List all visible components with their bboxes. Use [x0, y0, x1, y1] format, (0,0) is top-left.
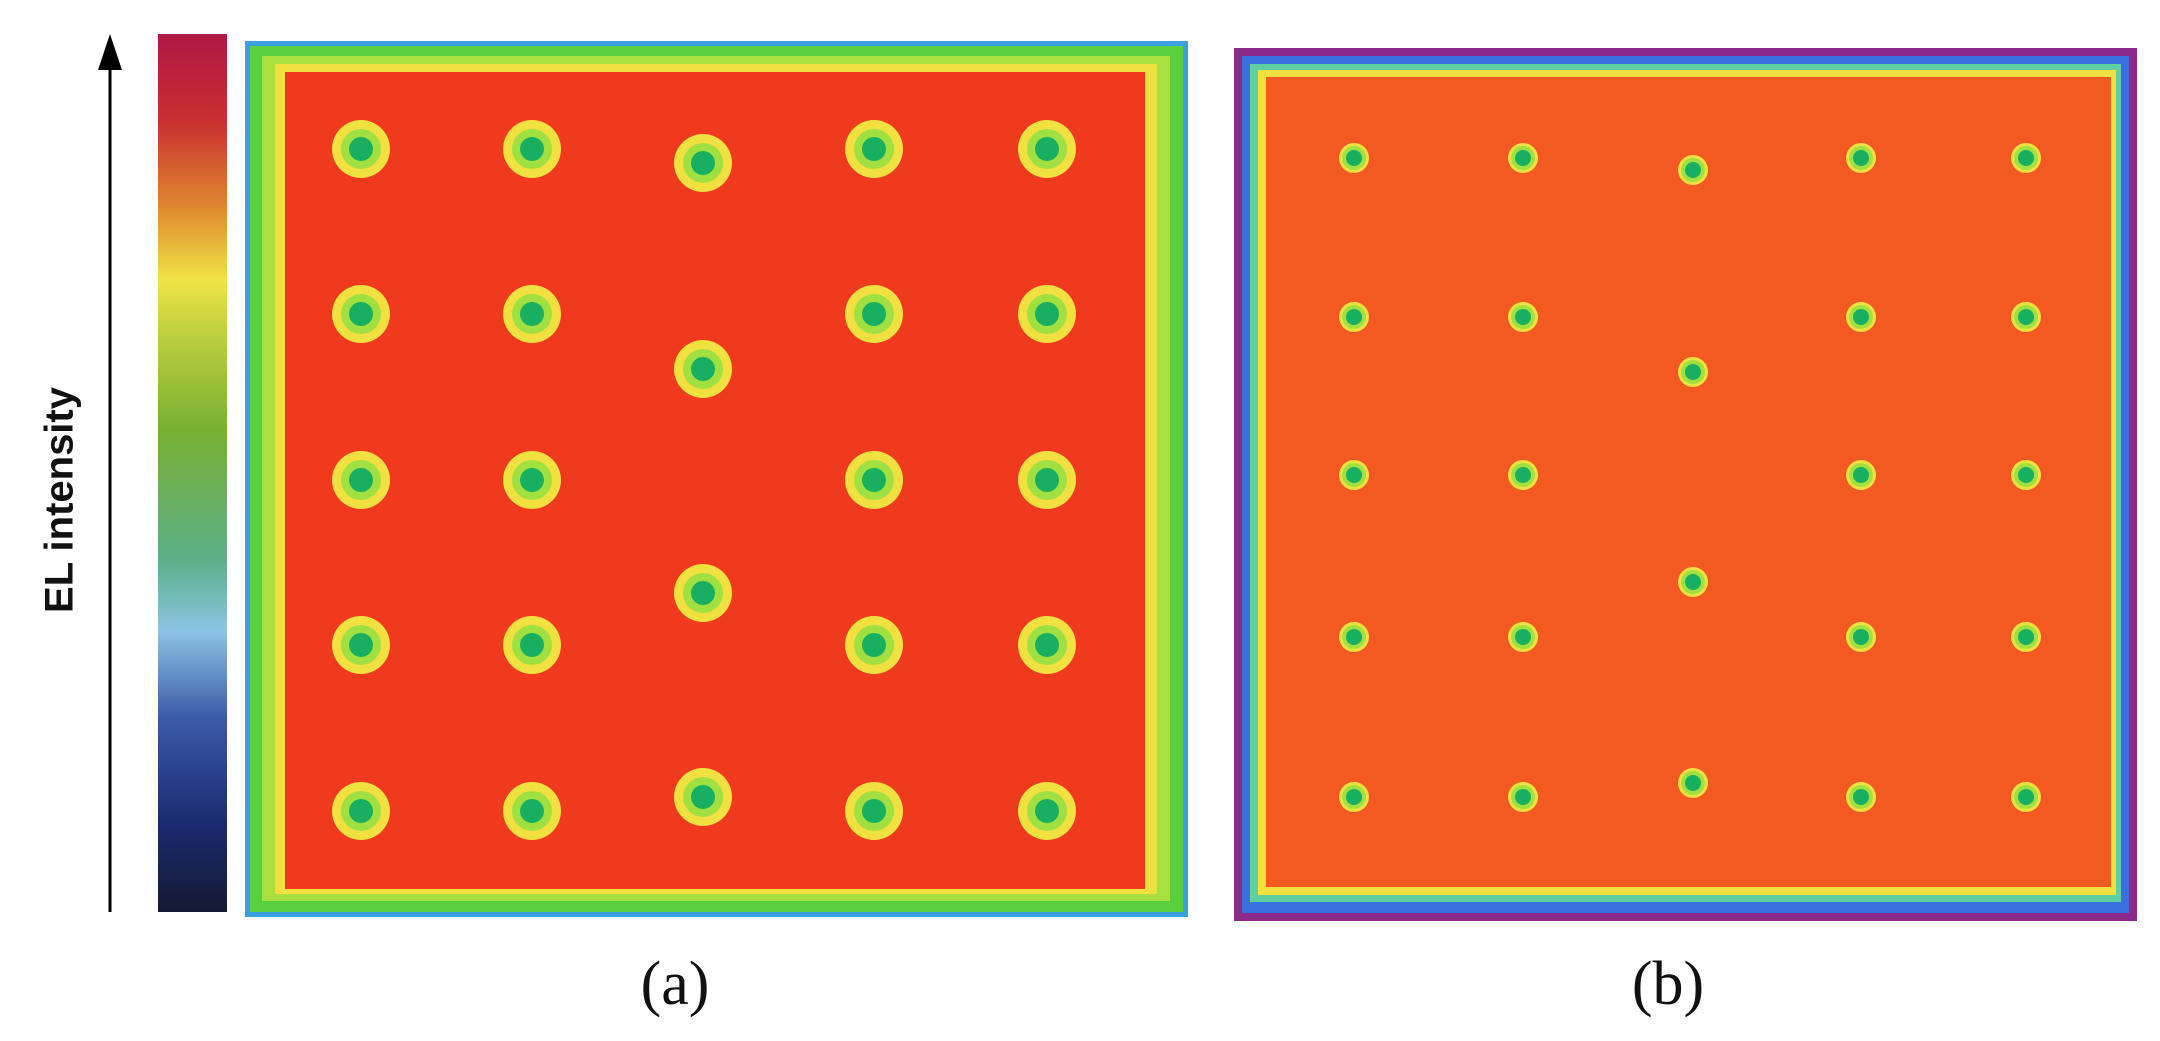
spot: [1853, 150, 1869, 166]
spot: [862, 799, 886, 823]
spot: [1853, 309, 1869, 325]
spot: [520, 633, 544, 657]
spot: [691, 151, 715, 175]
spot: [1685, 775, 1701, 791]
colorbar-label: EL intensity: [38, 386, 82, 613]
spot: [1346, 150, 1362, 166]
spot: [691, 785, 715, 809]
spot: [1346, 629, 1362, 645]
spot: [2018, 309, 2034, 325]
spot: [349, 137, 373, 161]
spot: [349, 799, 373, 823]
spot: [520, 302, 544, 326]
spot: [1853, 789, 1869, 805]
spot: [862, 633, 886, 657]
spot: [1035, 468, 1059, 492]
spot: [2018, 789, 2034, 805]
spot: [1346, 467, 1362, 483]
spot: [1515, 629, 1531, 645]
spot: [349, 468, 373, 492]
spot: [1685, 574, 1701, 590]
spot: [862, 302, 886, 326]
spot: [691, 581, 715, 605]
spot: [2018, 467, 2034, 483]
arrow-head: [98, 34, 122, 70]
spot: [349, 633, 373, 657]
spot: [691, 357, 715, 381]
spot: [2018, 150, 2034, 166]
spot: [1346, 309, 1362, 325]
spot: [2018, 629, 2034, 645]
spot: [520, 468, 544, 492]
colorbar: [158, 34, 227, 912]
spot: [1515, 309, 1531, 325]
spot: [1035, 137, 1059, 161]
spot: [862, 137, 886, 161]
spot: [520, 799, 544, 823]
spot: [862, 468, 886, 492]
panel-a-image: [245, 41, 1188, 917]
spot: [1035, 302, 1059, 326]
spot: [1853, 467, 1869, 483]
spot: [1515, 467, 1531, 483]
spot: [1515, 150, 1531, 166]
spot: [349, 302, 373, 326]
panel-b-image: [1234, 48, 2137, 921]
spot: [1685, 364, 1701, 380]
spot: [1035, 799, 1059, 823]
panel-label: (b): [1632, 950, 1704, 1018]
spot: [1853, 629, 1869, 645]
spot: [1035, 633, 1059, 657]
spot: [1346, 789, 1362, 805]
spot: [1685, 162, 1701, 178]
panel-label: (a): [641, 950, 710, 1018]
spot: [1515, 789, 1531, 805]
spot: [520, 137, 544, 161]
